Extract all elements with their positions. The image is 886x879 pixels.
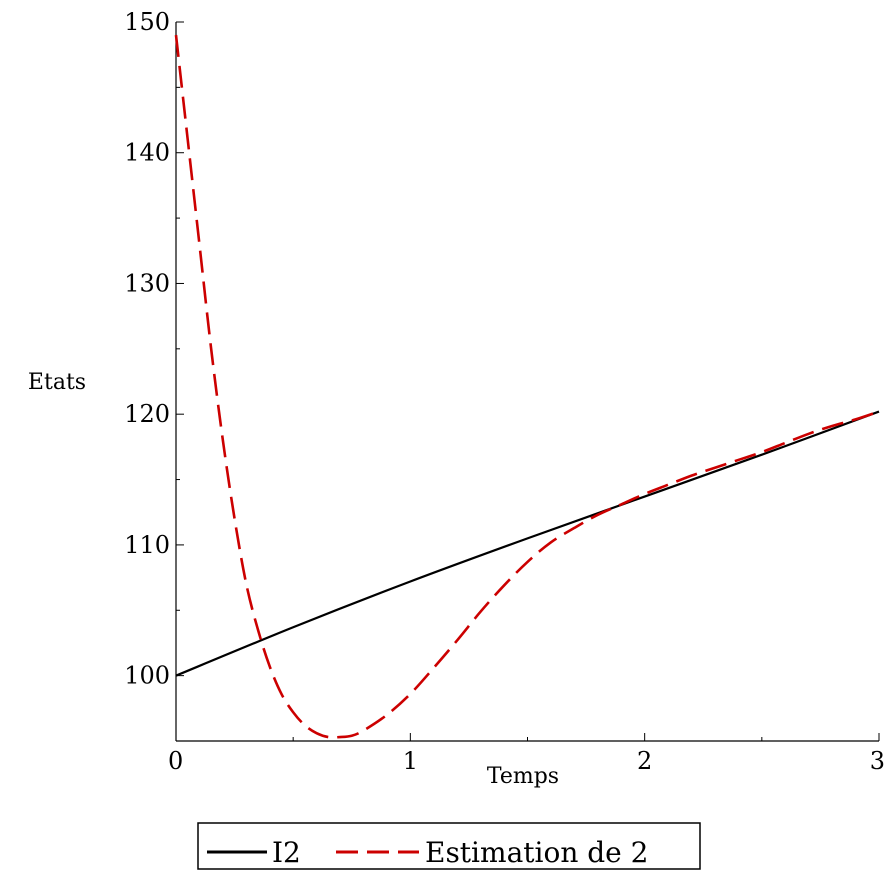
y-ticks: 100 110 120 130 140 150: [124, 8, 184, 742]
x-axis-title: Temps: [487, 764, 559, 789]
y-axis-title: Etats: [28, 370, 86, 395]
y-tick-label: 130: [124, 269, 170, 297]
series-line-i2: [175, 410, 880, 677]
x-tick-label: 2: [637, 747, 652, 775]
series-layer: [174, 34, 880, 739]
legend-box: [197, 822, 701, 870]
x-tick-label: 0: [168, 747, 183, 775]
y-tick-label: 100: [124, 662, 170, 690]
x-tick-label: 3: [870, 747, 885, 775]
y-tick-label: 110: [124, 531, 170, 559]
y-tick-label: 150: [124, 8, 170, 36]
y-tick-label: 140: [124, 139, 170, 167]
legend-label-estimation: Estimation de 2: [425, 836, 648, 869]
series-line-estimation: [174, 34, 880, 739]
legend-label-i2: I2: [272, 836, 301, 869]
legend: I2 Estimation de 2: [197, 822, 701, 870]
x-ticks: 0 1 2 3: [168, 733, 885, 775]
y-tick-label: 120: [124, 400, 170, 428]
x-tick-label: 1: [403, 747, 418, 775]
